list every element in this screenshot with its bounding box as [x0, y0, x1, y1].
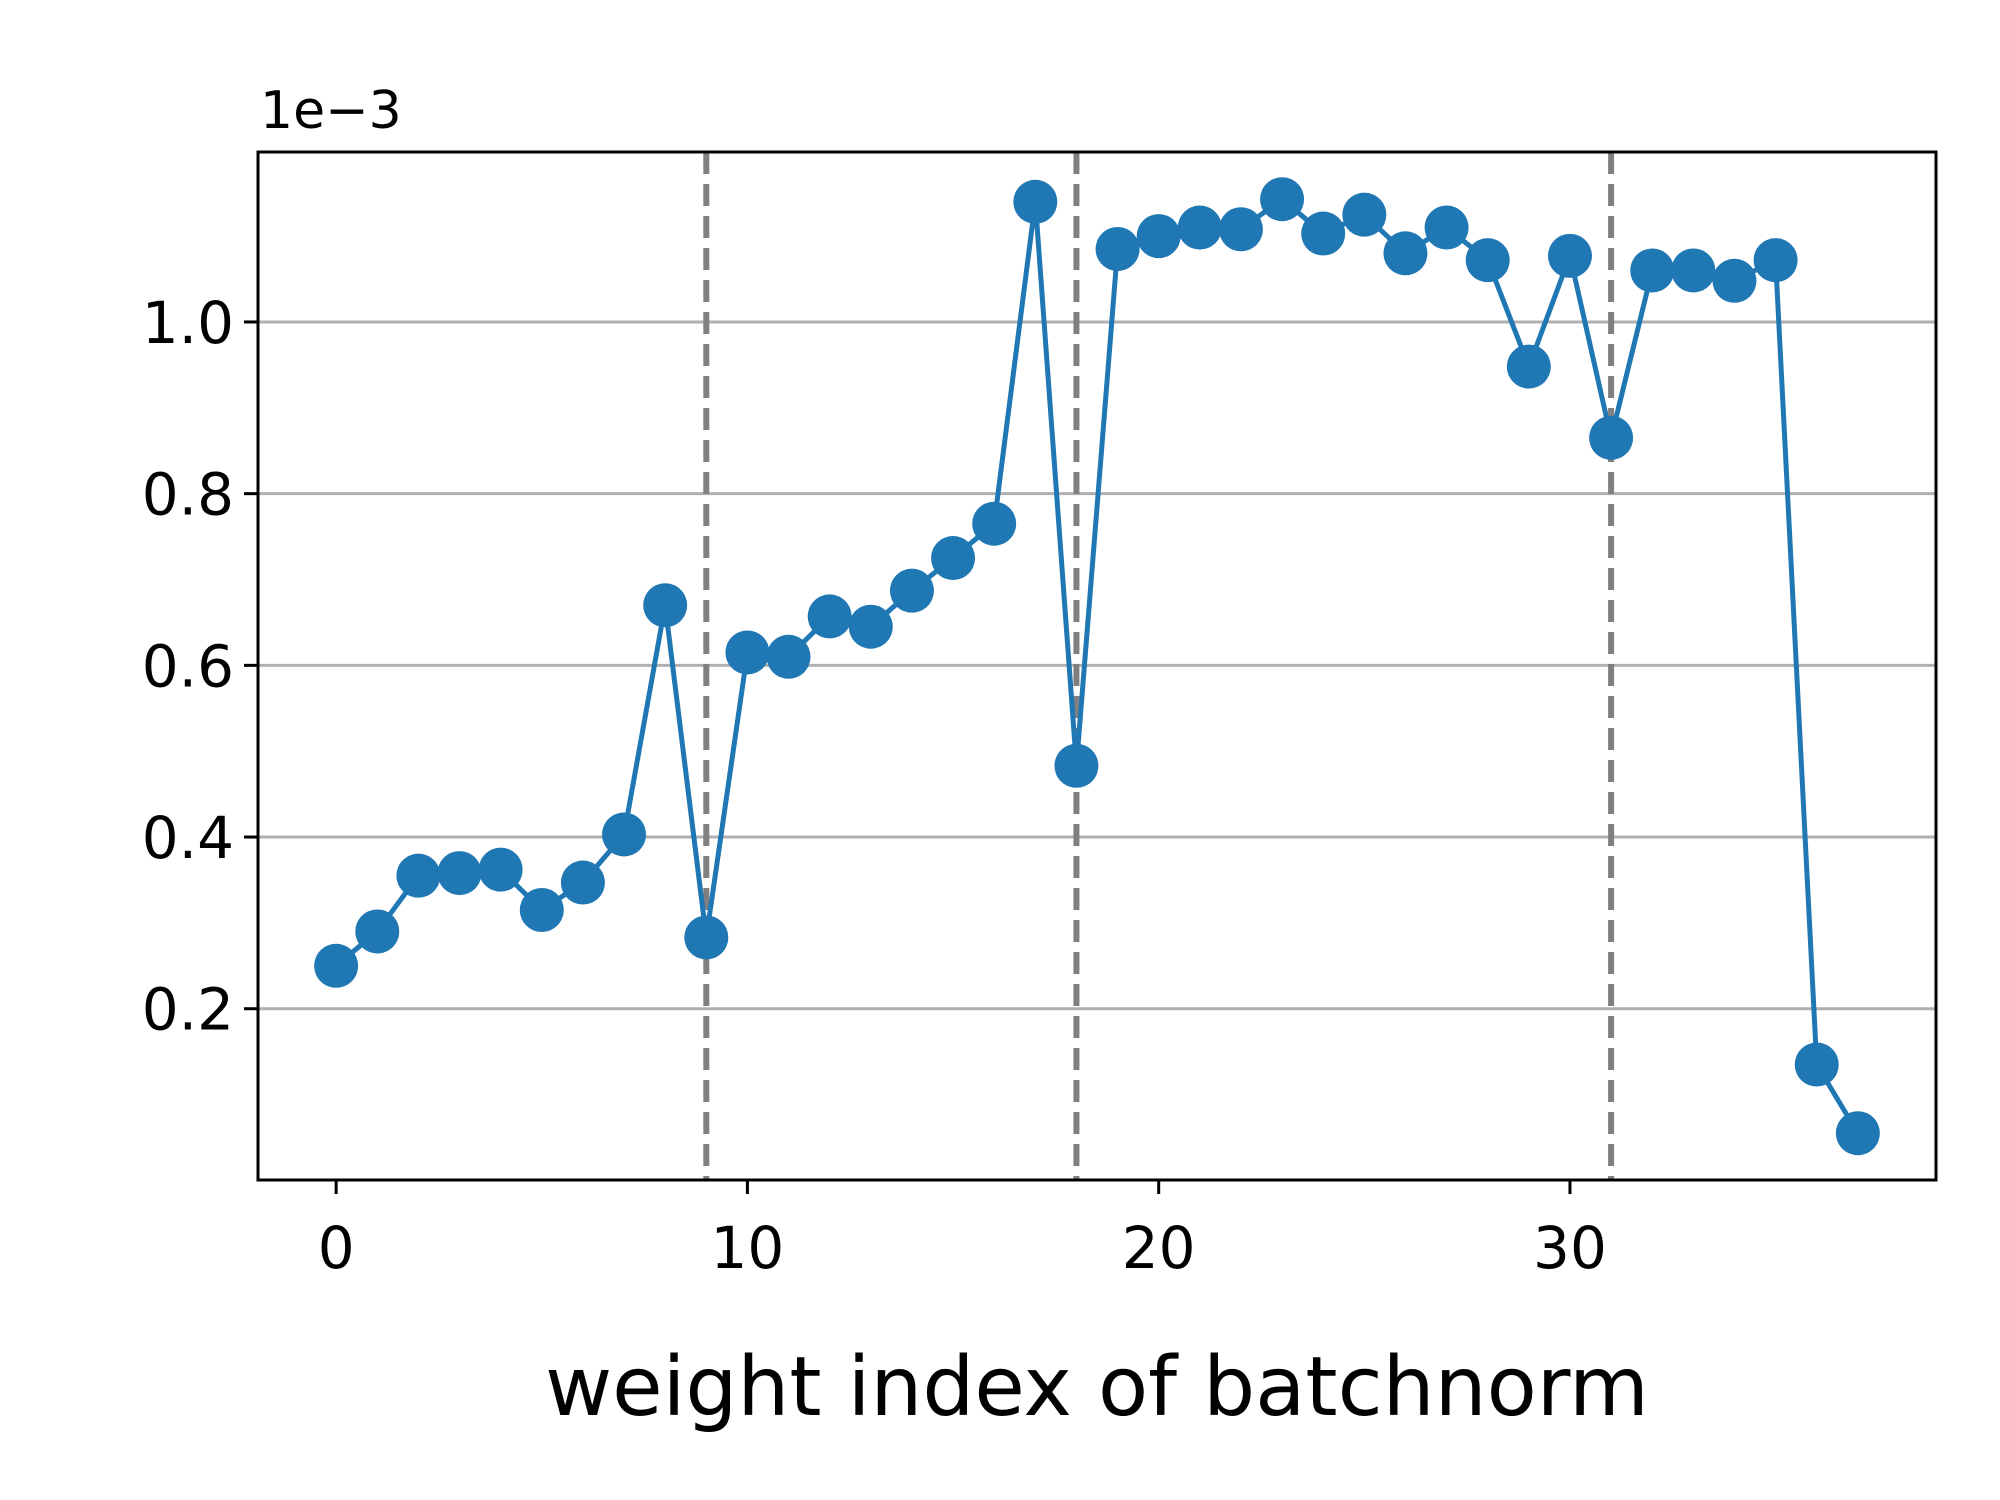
x-tick-label: 30 [1533, 1214, 1607, 1282]
data-point [848, 604, 893, 649]
data-point [1342, 192, 1387, 237]
data-point [1671, 248, 1716, 293]
data-point [1424, 205, 1469, 250]
data-point [1753, 238, 1798, 283]
data-point [807, 594, 852, 639]
y-tick-label: 0.4 [142, 804, 234, 872]
data-point [396, 853, 441, 898]
y-tick-label: 0.2 [142, 976, 234, 1044]
x-tick-label: 20 [1122, 1214, 1196, 1282]
data-point [725, 630, 770, 675]
y-tick-label: 0.6 [142, 632, 234, 700]
data-point [931, 536, 976, 581]
data-point [889, 568, 934, 613]
data-point [766, 634, 811, 679]
data-point [1136, 214, 1181, 259]
data-point [1712, 258, 1757, 303]
data-point [519, 888, 564, 933]
data-point [1506, 344, 1551, 389]
data-point [1013, 179, 1058, 224]
data-point [1301, 211, 1346, 256]
data-point [1630, 248, 1675, 293]
data-point [478, 847, 523, 892]
data-point [437, 851, 482, 896]
data-point [1095, 227, 1140, 272]
data-point [1218, 207, 1263, 252]
series [314, 177, 1880, 1156]
data-point [314, 943, 359, 988]
data-point [602, 812, 647, 857]
data-point [355, 909, 400, 954]
grid [258, 320, 1936, 1011]
data-point [560, 860, 605, 905]
data-point [1547, 233, 1592, 278]
data-point [1177, 205, 1222, 250]
data-point [684, 915, 729, 960]
y-tick-label: 0.8 [142, 461, 234, 529]
data-point [1835, 1111, 1880, 1156]
data-point [1589, 415, 1634, 460]
y-tick-label: 1.0 [142, 289, 234, 357]
data-point [1383, 231, 1428, 276]
data-point [1260, 177, 1305, 222]
x-axis-label: weight index of batchnorm [545, 1340, 1649, 1435]
y-axis-offset-label: 1e−3 [260, 81, 402, 141]
x-tick-label: 0 [318, 1214, 355, 1282]
data-point [1054, 743, 1099, 788]
ticks: 0.2 0.4 0.6 0.8 1.0 0 10 20 30 [142, 289, 1607, 1282]
data-point [643, 583, 688, 628]
data-point [1794, 1042, 1839, 1087]
vertical-dashed-lines [703, 152, 1615, 1180]
x-tick-label: 10 [711, 1214, 785, 1282]
data-point [1465, 238, 1510, 283]
data-point [972, 501, 1017, 546]
